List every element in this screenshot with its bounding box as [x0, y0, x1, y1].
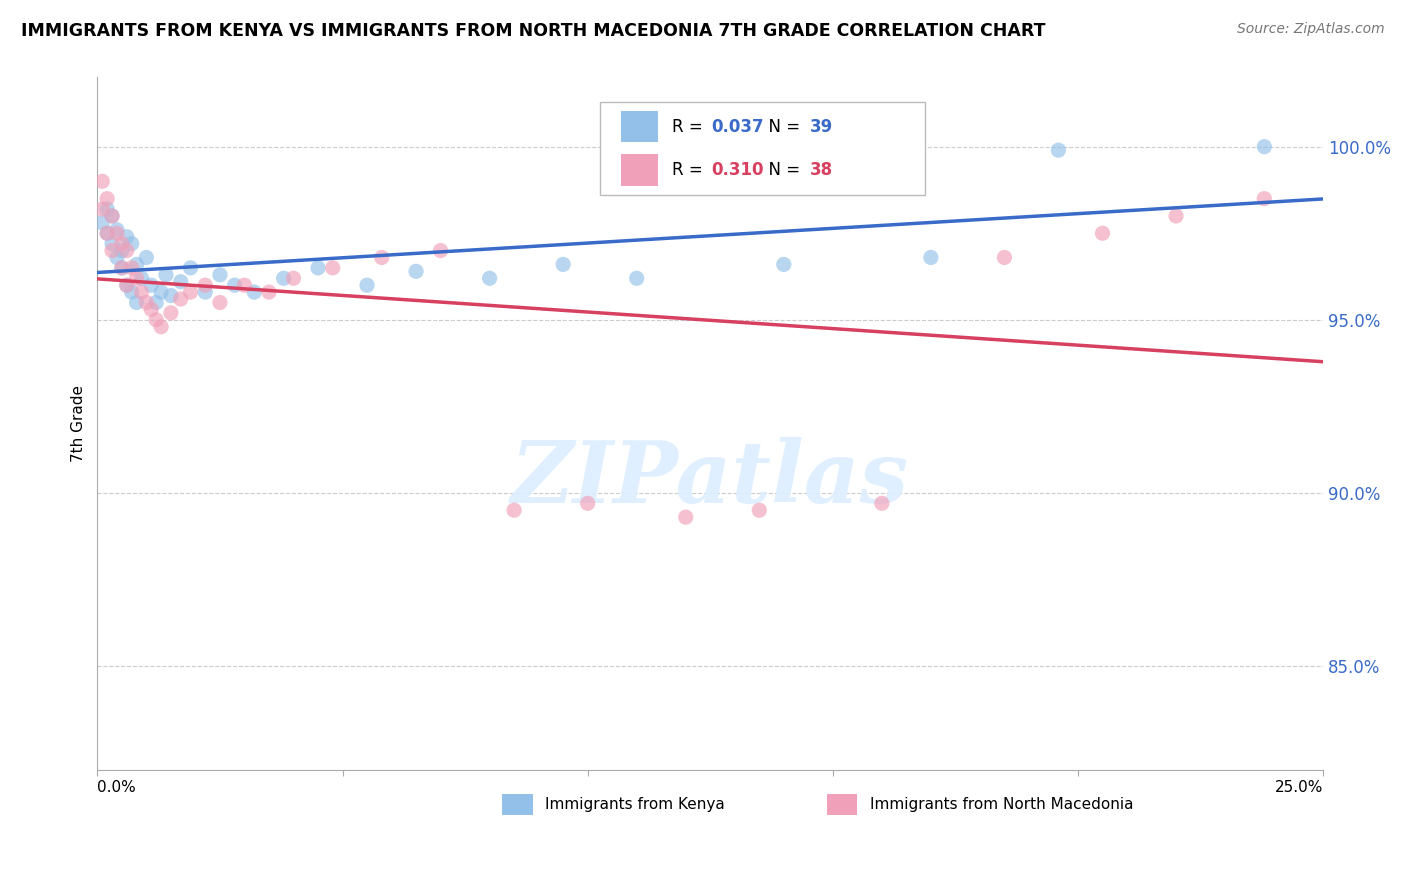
Point	[96, 202, 118, 216]
Point	[111, 260, 134, 275]
Y-axis label: 7th Grade: 7th Grade	[72, 385, 86, 462]
Text: N =: N =	[758, 118, 806, 136]
Text: R =: R =	[672, 118, 709, 136]
Point	[121, 260, 143, 275]
Point	[257, 285, 280, 299]
Point	[576, 496, 599, 510]
Point	[920, 251, 942, 265]
Bar	[621, 154, 658, 186]
Point	[429, 244, 451, 258]
Point	[125, 271, 148, 285]
Point	[1253, 139, 1275, 153]
Point	[101, 209, 124, 223]
Point	[141, 278, 163, 293]
Point	[125, 295, 148, 310]
Text: Source: ZipAtlas.com: Source: ZipAtlas.com	[1237, 22, 1385, 37]
Point	[626, 271, 648, 285]
Point	[208, 268, 231, 282]
Point	[155, 268, 177, 282]
Point	[101, 244, 124, 258]
Bar	[502, 794, 533, 815]
Point	[273, 271, 295, 285]
Point	[125, 257, 148, 271]
Point	[160, 306, 183, 320]
Bar	[621, 112, 658, 143]
Point	[224, 278, 246, 293]
Point	[101, 209, 124, 223]
Text: 0.037: 0.037	[711, 118, 763, 136]
Text: Immigrants from North Macedonia: Immigrants from North Macedonia	[869, 797, 1133, 812]
Point	[356, 278, 378, 293]
Point	[115, 229, 138, 244]
Point	[96, 226, 118, 240]
Point	[111, 244, 134, 258]
Text: 25.0%: 25.0%	[1275, 780, 1323, 796]
Point	[1164, 209, 1187, 223]
Point	[1047, 143, 1070, 157]
Point	[105, 251, 128, 265]
Text: 0.310: 0.310	[711, 161, 763, 179]
Text: Immigrants from Kenya: Immigrants from Kenya	[544, 797, 724, 812]
Point	[150, 285, 173, 299]
Point	[170, 292, 193, 306]
Point	[111, 260, 134, 275]
Point	[233, 278, 256, 293]
Point	[675, 510, 697, 524]
Text: ZIPatlas: ZIPatlas	[512, 437, 910, 521]
Point	[150, 319, 173, 334]
Point	[993, 251, 1015, 265]
Point	[131, 271, 153, 285]
Point	[101, 236, 124, 251]
Point	[772, 257, 794, 271]
Point	[748, 503, 770, 517]
FancyBboxPatch shape	[600, 102, 925, 195]
Point	[111, 236, 134, 251]
Point	[145, 295, 167, 310]
Text: IMMIGRANTS FROM KENYA VS IMMIGRANTS FROM NORTH MACEDONIA 7TH GRADE CORRELATION C: IMMIGRANTS FROM KENYA VS IMMIGRANTS FROM…	[21, 22, 1046, 40]
Point	[91, 174, 114, 188]
Point	[121, 236, 143, 251]
Point	[160, 288, 183, 302]
Point	[1091, 226, 1114, 240]
Point	[105, 226, 128, 240]
Point	[135, 295, 157, 310]
Point	[121, 285, 143, 299]
Point	[141, 302, 163, 317]
Point	[405, 264, 427, 278]
Point	[870, 496, 893, 510]
Point	[105, 223, 128, 237]
Point	[307, 260, 329, 275]
Point	[243, 285, 266, 299]
Point	[503, 503, 526, 517]
Point	[553, 257, 575, 271]
Point	[145, 313, 167, 327]
Point	[194, 278, 217, 293]
Point	[1253, 192, 1275, 206]
Point	[283, 271, 305, 285]
Point	[194, 285, 217, 299]
Point	[131, 285, 153, 299]
Point	[115, 278, 138, 293]
Point	[170, 275, 193, 289]
Point	[115, 278, 138, 293]
Text: 38: 38	[810, 161, 832, 179]
Point	[179, 285, 201, 299]
Point	[322, 260, 344, 275]
Point	[208, 295, 231, 310]
Point	[91, 216, 114, 230]
Point	[91, 202, 114, 216]
Point	[115, 244, 138, 258]
Text: 0.0%: 0.0%	[97, 780, 136, 796]
Text: R =: R =	[672, 161, 709, 179]
Text: N =: N =	[758, 161, 806, 179]
Point	[96, 192, 118, 206]
Text: 39: 39	[810, 118, 832, 136]
Point	[478, 271, 501, 285]
Point	[371, 251, 394, 265]
Point	[135, 251, 157, 265]
Point	[96, 226, 118, 240]
Point	[179, 260, 201, 275]
Bar	[827, 794, 858, 815]
